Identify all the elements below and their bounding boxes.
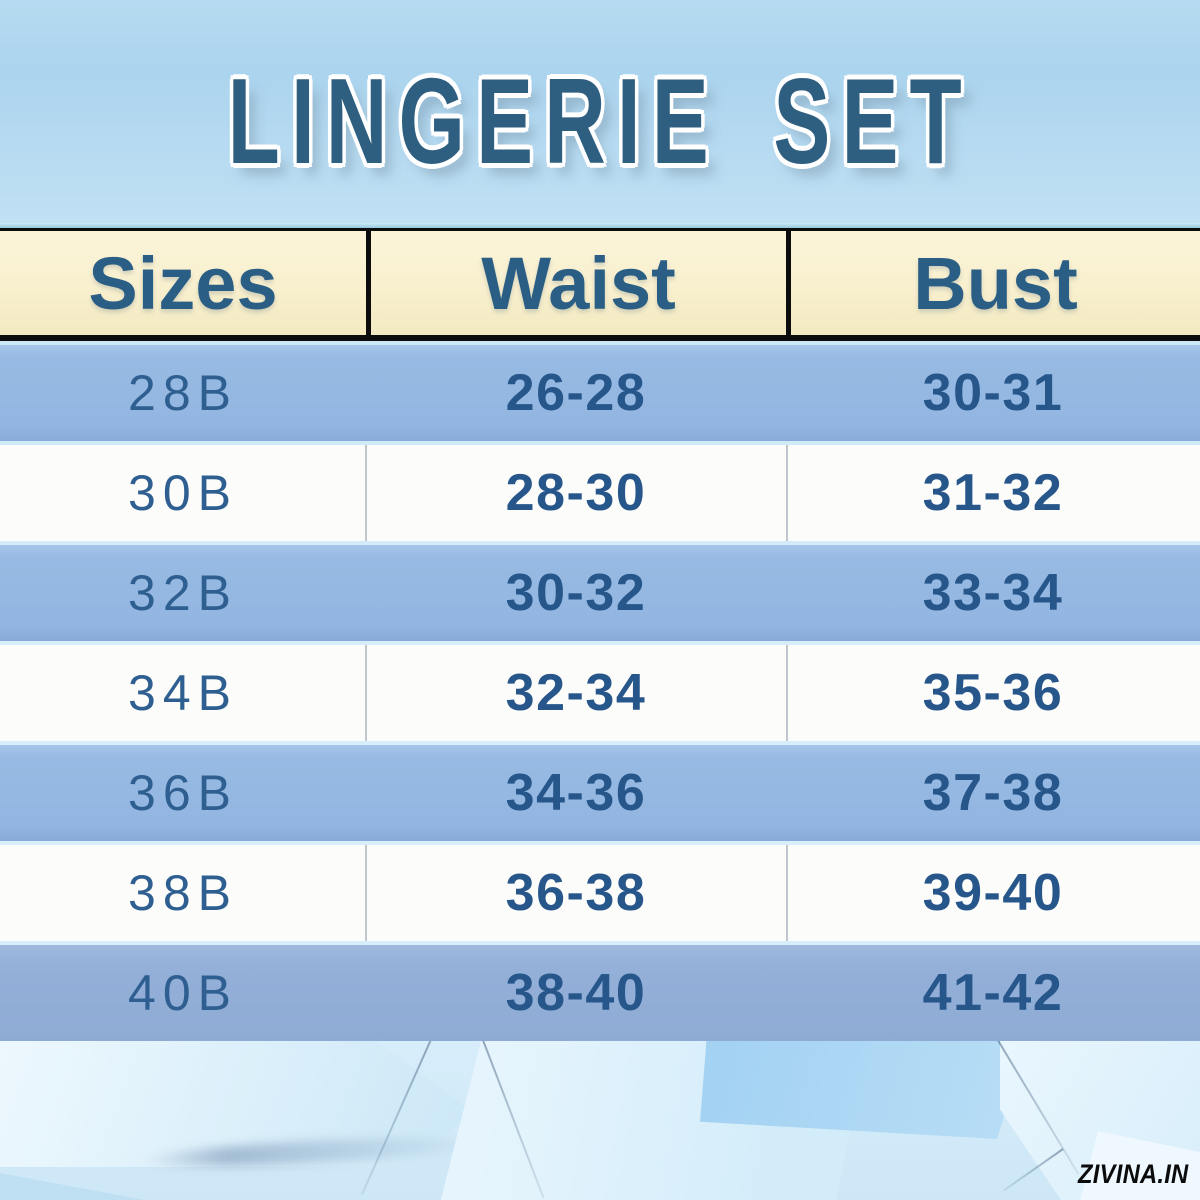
title-area: LINGERIE SET bbox=[0, 0, 1200, 223]
waist-cell: 34-36 bbox=[505, 764, 647, 822]
waist-cell: 36-38 bbox=[505, 864, 647, 922]
waist-cell: 28-30 bbox=[505, 464, 647, 522]
size-table: Sizes Waist Bust 28B 26-28 30-31 30B 28-… bbox=[0, 223, 1200, 1041]
waist-cell: 32-34 bbox=[505, 664, 647, 722]
column-header-waist: Waist bbox=[366, 231, 786, 335]
table-row: 36B 34-36 37-38 bbox=[0, 745, 1200, 841]
size-cell: 30B bbox=[128, 465, 238, 521]
size-cell: 40B bbox=[128, 965, 238, 1021]
header-top-accent bbox=[0, 223, 1200, 228]
bust-cell: 30-31 bbox=[922, 364, 1064, 422]
size-cell: 28B bbox=[128, 365, 238, 421]
hexagon-pattern-footer bbox=[0, 1041, 1200, 1200]
bust-cell: 31-32 bbox=[922, 464, 1064, 522]
bust-cell: 35-36 bbox=[922, 664, 1064, 722]
waist-cell: 38-40 bbox=[505, 964, 647, 1022]
table-row: 30B 28-30 31-32 bbox=[0, 445, 1200, 541]
table-row: 32B 30-32 33-34 bbox=[0, 545, 1200, 641]
size-cell: 34B bbox=[128, 665, 238, 721]
column-header-sizes: Sizes bbox=[88, 241, 278, 325]
page-title: LINGERIE SET bbox=[227, 52, 973, 189]
hexagon-shape bbox=[700, 1041, 1030, 1139]
size-cell: 38B bbox=[128, 865, 238, 921]
table-row: 28B 26-28 30-31 bbox=[0, 345, 1200, 441]
table-row: 38B 36-38 39-40 bbox=[0, 845, 1200, 941]
bust-cell: 37-38 bbox=[922, 764, 1064, 822]
brand-watermark: ZIVINA.IN bbox=[1077, 1159, 1188, 1189]
bust-cell: 33-34 bbox=[922, 564, 1064, 622]
table-header-row: Sizes Waist Bust bbox=[0, 228, 1200, 341]
bust-cell: 41-42 bbox=[922, 964, 1064, 1022]
bust-cell: 39-40 bbox=[922, 864, 1064, 922]
waist-cell: 26-28 bbox=[505, 364, 647, 422]
column-header-bust: Bust bbox=[786, 231, 1200, 335]
size-cell: 36B bbox=[128, 765, 238, 821]
size-cell: 32B bbox=[128, 565, 238, 621]
table-row: 34B 32-34 35-36 bbox=[0, 645, 1200, 741]
waist-cell: 30-32 bbox=[505, 564, 647, 622]
table-row: 40B 38-40 41-42 bbox=[0, 945, 1200, 1041]
